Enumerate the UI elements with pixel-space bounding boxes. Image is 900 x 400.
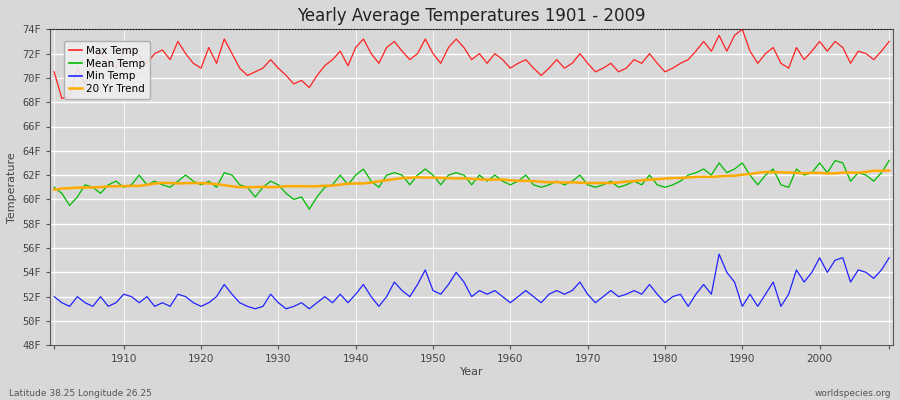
Legend: Max Temp, Mean Temp, Min Temp, 20 Yr Trend: Max Temp, Mean Temp, Min Temp, 20 Yr Tre… xyxy=(64,41,150,99)
X-axis label: Year: Year xyxy=(460,367,483,377)
Y-axis label: Temperature: Temperature xyxy=(7,152,17,223)
Text: Latitude 38.25 Longitude 26.25: Latitude 38.25 Longitude 26.25 xyxy=(9,389,152,398)
Text: worldspecies.org: worldspecies.org xyxy=(814,389,891,398)
Title: Yearly Average Temperatures 1901 - 2009: Yearly Average Temperatures 1901 - 2009 xyxy=(297,7,646,25)
